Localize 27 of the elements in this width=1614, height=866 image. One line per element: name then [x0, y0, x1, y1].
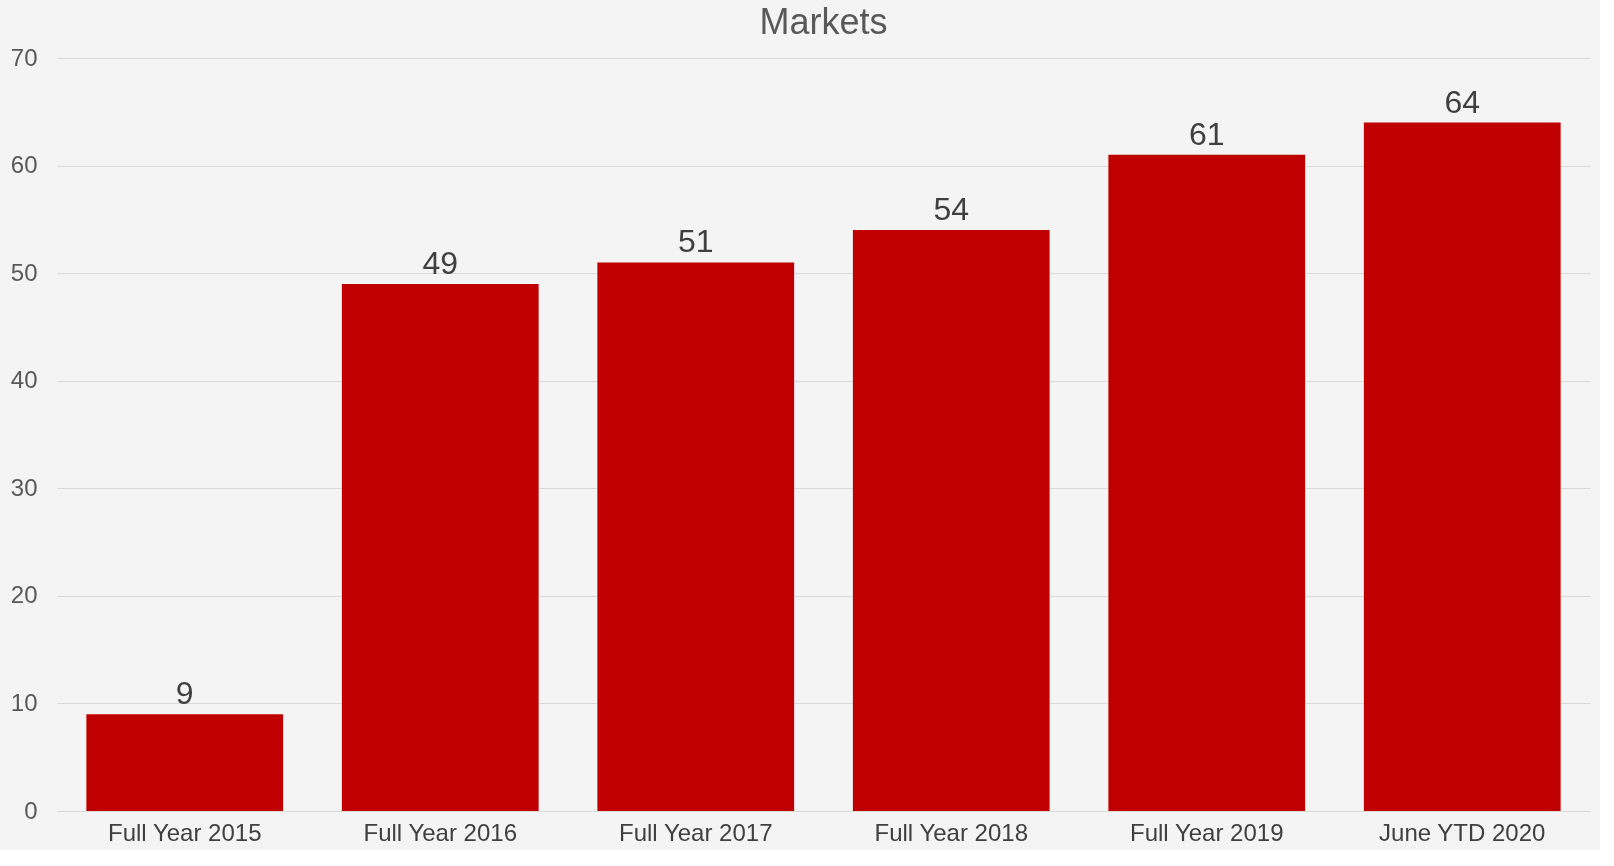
y-tick-label: 50	[10, 258, 38, 286]
y-tick-label: 30	[10, 473, 38, 501]
data-label: 64	[1444, 83, 1481, 120]
y-tick-label: 20	[10, 581, 38, 609]
data-label: 51	[677, 223, 714, 260]
x-tick-label: Full Year 2018	[874, 818, 1028, 846]
x-tick-label: Full Year 2019	[1130, 818, 1284, 846]
bar	[1108, 154, 1306, 811]
bar	[86, 714, 284, 811]
data-label: 61	[1188, 115, 1225, 152]
bar	[1363, 122, 1561, 811]
x-tick-label: Full Year 2015	[108, 818, 262, 846]
x-tick-label: Full Year 2017	[619, 818, 773, 846]
bar	[341, 283, 539, 811]
y-tick-label: 40	[10, 366, 38, 394]
data-label: 9	[175, 675, 194, 712]
y-tick-label: 0	[24, 796, 38, 824]
data-label: 49	[422, 244, 459, 281]
x-tick-label: Full Year 2016	[363, 818, 517, 846]
chart-title: Markets	[759, 1, 888, 42]
data-label: 54	[933, 191, 970, 228]
y-tick-label: 60	[10, 151, 38, 179]
bar	[597, 262, 795, 811]
y-tick-label: 10	[10, 688, 38, 716]
y-tick-label: 70	[10, 43, 38, 71]
bar	[852, 230, 1050, 811]
x-tick-label: June YTD 2020	[1379, 818, 1546, 846]
